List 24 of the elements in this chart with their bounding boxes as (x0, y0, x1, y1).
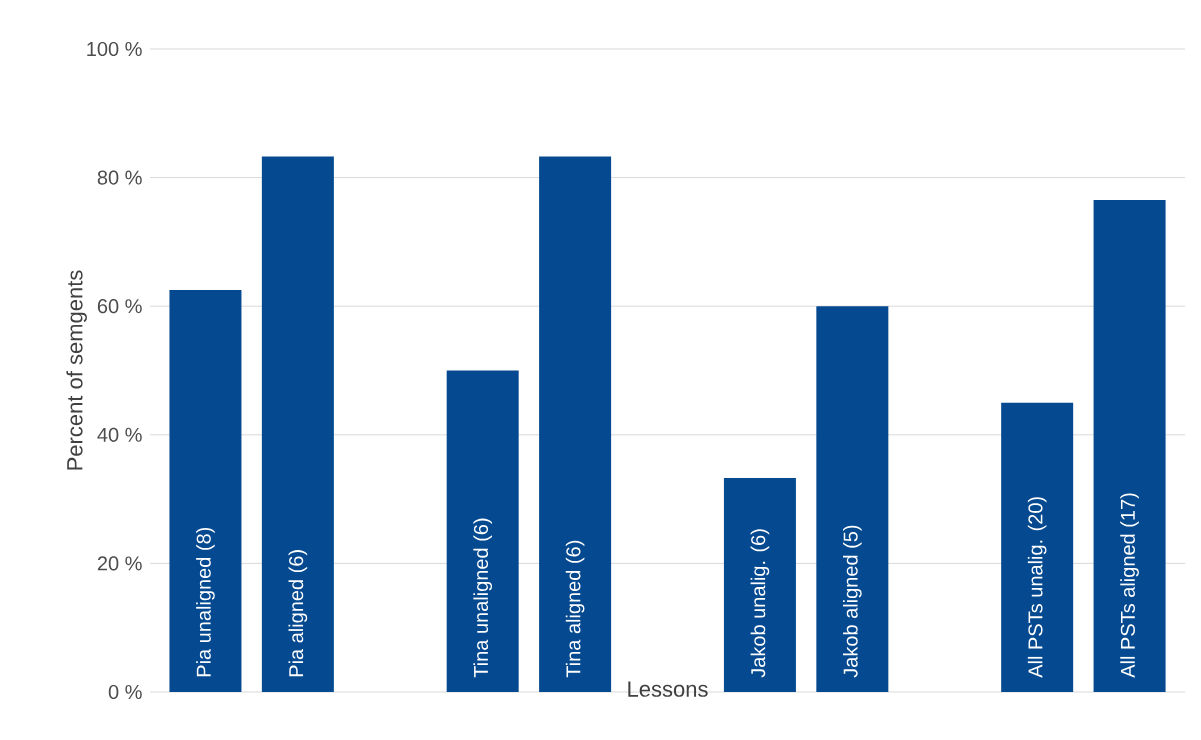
x-tick-label: Pia unaligned (8) (196, 527, 215, 677)
y-tick-label: 60 % (97, 299, 142, 314)
x-tick-label: All PSTs unalig. (20) (1027, 497, 1047, 678)
bar (1001, 402, 1074, 692)
y-tick-label: 40 % (97, 427, 142, 442)
bar (1093, 200, 1166, 692)
bar (723, 477, 796, 692)
x-axis-title: Lessons (628, 681, 708, 697)
bar (816, 306, 889, 692)
x-tick-label: Jakob unalig. (6) (750, 529, 770, 678)
y-tick-label: 80 % (97, 170, 142, 185)
x-tick-label: Pia aligned (6) (288, 550, 308, 677)
y-axis-title: Percent of semgents (66, 270, 87, 470)
x-tick-label: Jakob aligned (5) (843, 525, 862, 678)
y-tick-label: 20 % (97, 556, 142, 571)
y-tick-label: 100 % (87, 41, 142, 57)
x-tick-label: Tina unaligned (6) (473, 518, 493, 678)
x-tick-label: All PSTs aligned (17) (1120, 493, 1139, 678)
bar (539, 156, 612, 692)
bar (169, 290, 242, 692)
x-tick-label: Tina aligned (6) (565, 540, 585, 678)
y-tick-label: 0 % (108, 684, 142, 700)
bar (446, 370, 519, 692)
bar (261, 156, 334, 692)
